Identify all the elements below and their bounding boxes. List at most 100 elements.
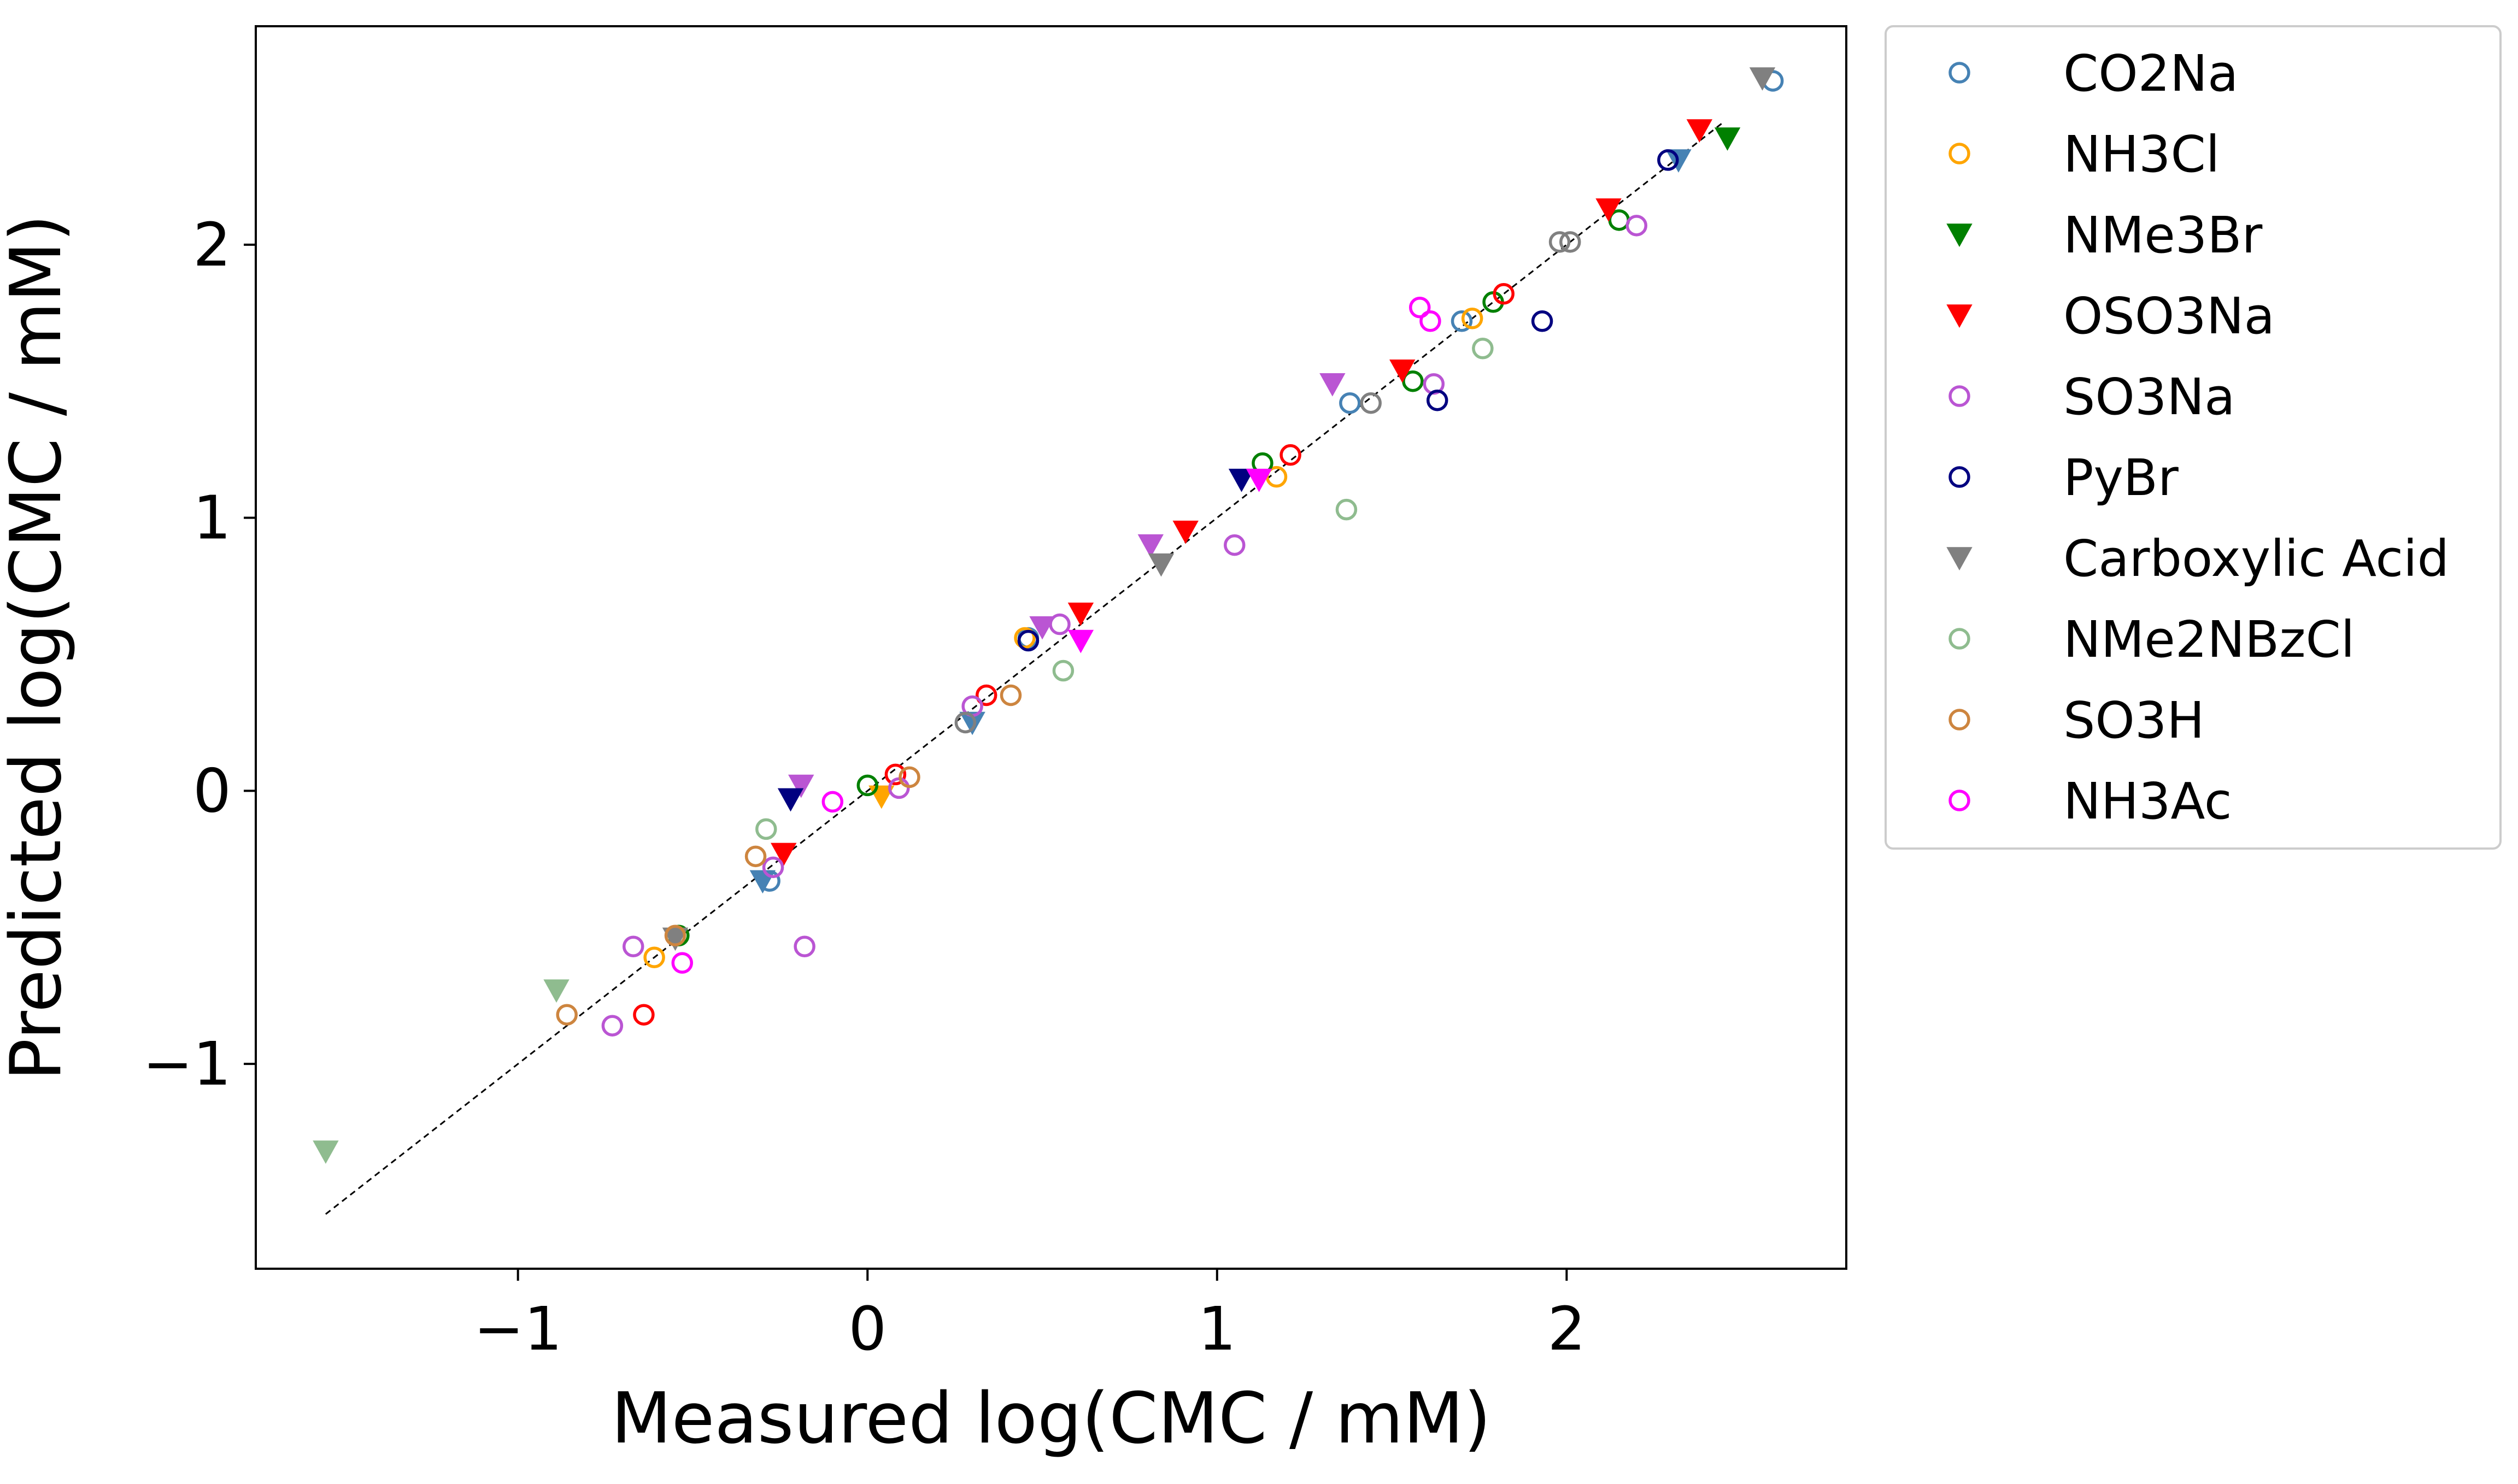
- data-point-filled: [777, 788, 804, 812]
- series-so3h: [556, 684, 1022, 1026]
- data-point-filled: [1029, 616, 1055, 640]
- legend-label: CO2Na: [2063, 44, 2238, 103]
- x-tick-label: 1: [1198, 1294, 1236, 1364]
- data-point-open: [975, 684, 997, 706]
- data-point-filled: [1148, 553, 1175, 577]
- data-point-open: [633, 1004, 655, 1026]
- legend-marker-co2na: [1948, 62, 1970, 84]
- series-nh3ac: [671, 297, 1441, 974]
- data-point-open: [1000, 684, 1022, 706]
- data-point-open: [1017, 629, 1040, 652]
- data-point-filled: [1067, 629, 1094, 653]
- legend-box: [1885, 25, 2502, 850]
- data-point-filled: [1137, 534, 1164, 558]
- data-point-open: [1625, 215, 1648, 237]
- data-point-open: [1531, 310, 1553, 332]
- data-point-open: [1408, 297, 1431, 319]
- legend-marker-so3h: [1948, 709, 1970, 731]
- y-tick-label: −1: [143, 1029, 231, 1099]
- data-point-filled: [1595, 198, 1622, 222]
- y-tick-label: 1: [193, 483, 231, 553]
- data-point-filled: [543, 979, 570, 1003]
- data-point-open: [821, 791, 844, 813]
- x-tick-label: 2: [1547, 1294, 1586, 1364]
- legend-label: NMe3Br: [2063, 206, 2262, 264]
- data-point-filled: [1319, 373, 1346, 397]
- reference-line: [325, 121, 1725, 1215]
- legend-label: NH3Ac: [2063, 772, 2232, 831]
- legend-marker-nh3cl: [1948, 143, 1970, 164]
- legend-label: OSO3Na: [2063, 287, 2275, 345]
- legend-marker-nh3ac: [1948, 790, 1970, 811]
- data-point-open: [1451, 310, 1473, 332]
- series-pybr: [777, 149, 1679, 812]
- data-point-filled: [1228, 468, 1255, 492]
- data-point-filled: [1246, 468, 1272, 492]
- data-point-open: [1493, 283, 1515, 305]
- x-tick-label: −1: [474, 1294, 562, 1364]
- legend-marker-nme2nbzcl: [1948, 628, 1970, 650]
- data-point-open: [1461, 308, 1483, 329]
- x-tick-label: 0: [848, 1294, 887, 1364]
- legend-label: Carboxylic Acid: [2063, 529, 2449, 588]
- series-so3na: [601, 215, 1648, 1037]
- data-point-open: [954, 711, 977, 734]
- data-point-open: [1014, 627, 1036, 649]
- data-point-open: [1360, 392, 1382, 414]
- legend-label: NMe2NBzCl: [2063, 610, 2355, 669]
- legend-marker-nme3br: [1946, 223, 1973, 247]
- series-nh3cl: [643, 308, 1483, 969]
- data-point-open: [1052, 659, 1075, 682]
- data-point-open: [643, 946, 665, 969]
- data-point-open: [744, 845, 767, 868]
- data-point-open: [884, 763, 907, 786]
- legend-label: SO3H: [2063, 691, 2205, 750]
- data-point-filled: [959, 711, 985, 735]
- data-point-open: [755, 818, 777, 840]
- data-point-open: [1559, 231, 1581, 253]
- data-point-filled: [788, 774, 814, 798]
- y-axis-label: Predicted log(CMC / mM): [0, 214, 77, 1080]
- data-point-open: [1224, 534, 1246, 556]
- data-point-open: [664, 924, 686, 947]
- data-point-filled: [1389, 360, 1416, 383]
- legend-label: PyBr: [2063, 449, 2179, 507]
- data-point-filled: [1686, 119, 1713, 143]
- data-point-open: [556, 1004, 578, 1026]
- data-point-filled: [1749, 67, 1776, 91]
- data-point-open: [794, 935, 815, 958]
- data-point-open: [1335, 498, 1358, 521]
- data-point-open: [1426, 389, 1448, 411]
- data-point-open: [1279, 444, 1301, 466]
- data-point-open: [899, 766, 920, 788]
- data-point-filled: [1067, 602, 1094, 626]
- legend-label: NH3Cl: [2063, 125, 2220, 184]
- plot-frame: [255, 25, 1847, 1270]
- data-point-open: [856, 774, 878, 797]
- data-point-filled: [1714, 127, 1741, 151]
- legend-marker-pybr: [1948, 466, 1970, 488]
- data-point-open: [601, 1015, 624, 1037]
- data-point-filled: [771, 843, 797, 867]
- data-point-open: [1548, 231, 1571, 253]
- plot-area: −1 0 1 2 −1 0 1 2: [143, 25, 1847, 1364]
- data-point-filled: [313, 1140, 339, 1164]
- series-oso3na: [633, 119, 1713, 1026]
- data-point-open: [1419, 310, 1441, 332]
- legend: CO2Na NH3Cl NMe3Br OSO3Na SO3Na PyBr Carboxyli…: [1885, 25, 2502, 850]
- y-tick-label: 2: [193, 210, 231, 280]
- data-point-open: [1472, 337, 1494, 360]
- data-point-open: [762, 856, 784, 879]
- data-point-open: [1402, 370, 1424, 392]
- legend-marker-carboxylic-acid: [1946, 547, 1973, 570]
- data-point-open: [1657, 149, 1679, 171]
- y-tick-label: 0: [193, 756, 231, 826]
- series-nme2nbzcl: [313, 337, 1494, 1164]
- series-carboxylic-acid: [662, 67, 1776, 951]
- legend-marker-so3na: [1948, 385, 1970, 407]
- data-point-filled: [662, 927, 689, 951]
- legend-label: SO3Na: [2063, 368, 2235, 426]
- data-point-filled: [1172, 520, 1199, 544]
